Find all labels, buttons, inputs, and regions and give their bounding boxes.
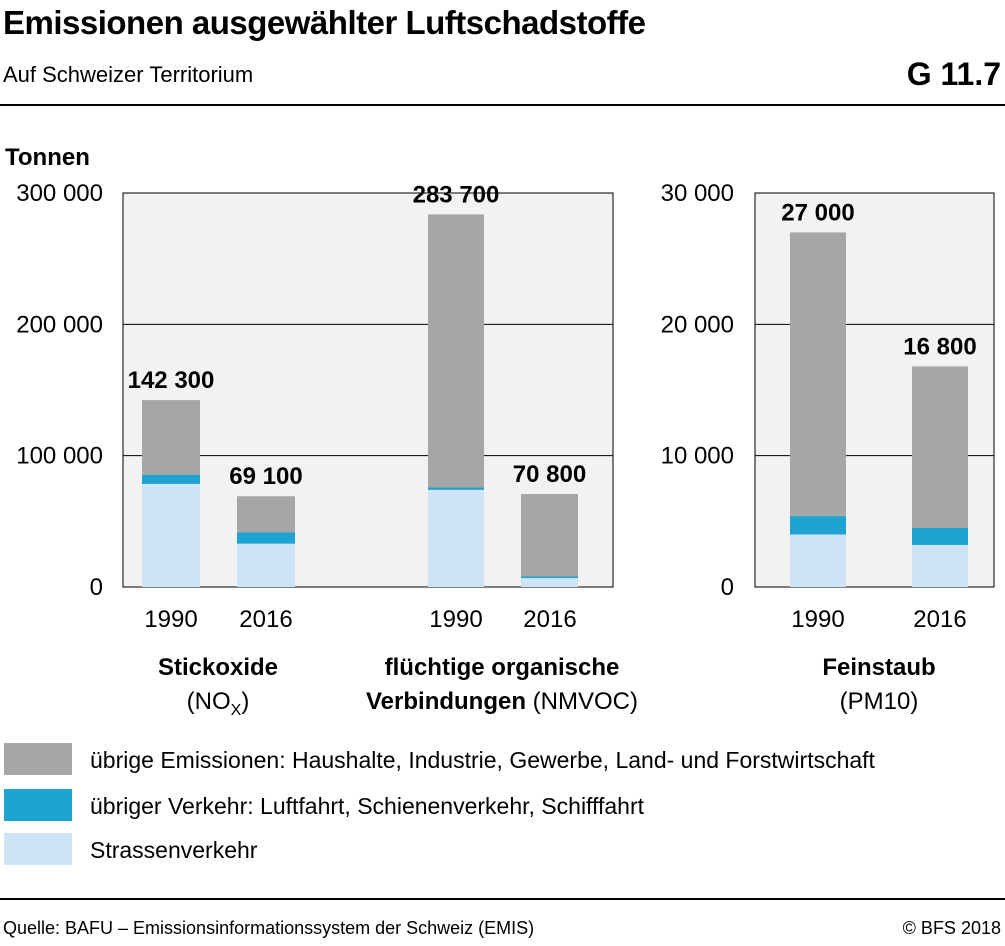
bar-segment xyxy=(912,527,968,545)
bottom-rule xyxy=(0,898,1005,900)
y-tick-label: 0 xyxy=(721,574,734,601)
bar-segment xyxy=(142,474,200,484)
bar-segment xyxy=(428,489,484,587)
bar-total-label: 283 700 xyxy=(413,181,500,208)
x-tick-label: 2016 xyxy=(913,606,966,633)
bar-segment xyxy=(521,576,578,579)
legend-label: übriger Verkehr: Luftfahrt, Schienenverk… xyxy=(90,793,645,819)
top-rule xyxy=(0,104,1005,106)
legend-swatch xyxy=(4,789,72,821)
group-sublabel: Verbindungen (NMVOC) xyxy=(366,688,638,715)
bar-segment xyxy=(790,516,846,535)
bar-segment xyxy=(521,578,578,587)
source-note: Quelle: BAFU – Emissionsinformationssyst… xyxy=(3,918,535,938)
chart-subtitle: Auf Schweizer Territorium xyxy=(3,62,254,87)
bar-segment xyxy=(142,483,200,587)
bar-segment xyxy=(912,366,968,528)
chart-code: G 11.7 xyxy=(906,56,1001,92)
y-tick-label: 200 000 xyxy=(16,311,103,338)
y-tick-label: 10 000 xyxy=(661,443,734,470)
group-label: Feinstaub xyxy=(822,654,935,681)
y-axis-label: Tonnen xyxy=(5,144,90,171)
bar-segment xyxy=(790,534,846,587)
group-label: flüchtige organische xyxy=(385,654,620,681)
x-tick-label: 1990 xyxy=(144,606,197,633)
bar-segment xyxy=(790,232,846,517)
group-sublabel: (PM10) xyxy=(840,688,919,715)
bar-segment xyxy=(428,214,484,488)
x-tick-label: 2016 xyxy=(523,606,576,633)
x-tick-label: 1990 xyxy=(429,606,482,633)
bar-segment xyxy=(142,400,200,475)
bar-total-label: 16 800 xyxy=(903,333,976,360)
y-tick-label: 100 000 xyxy=(16,443,103,470)
bar-total-label: 69 100 xyxy=(229,463,302,490)
bar-segment xyxy=(428,487,484,490)
group-label: Stickoxide xyxy=(158,654,278,681)
chart-title: Emissionen ausgewählter Luftschadstoffe xyxy=(3,4,646,41)
bar-segment xyxy=(237,543,295,587)
chart-canvas: Tonnen 0 100 000 200 000 300 000 142 300 1990 6… xyxy=(4,144,995,865)
bar-total-label: 70 800 xyxy=(513,461,586,488)
bar-total-label: 27 000 xyxy=(781,199,854,226)
bar-total-label: 142 300 xyxy=(128,367,215,394)
legend-swatch xyxy=(4,833,72,865)
y-tick-label: 20 000 xyxy=(661,311,734,338)
x-tick-label: 1990 xyxy=(791,606,844,633)
legend-label: Strassenverkehr xyxy=(90,837,258,863)
legend-label: übrige Emissionen: Haushalte, Industrie,… xyxy=(90,747,876,773)
y-tick-label: 30 000 xyxy=(661,180,734,207)
bar-segment xyxy=(912,544,968,587)
bar-segment xyxy=(237,532,295,544)
y-tick-label: 300 000 xyxy=(16,180,103,207)
bar-segment xyxy=(237,496,295,533)
copyright-note: © BFS 2018 xyxy=(902,918,1001,938)
x-tick-label: 2016 xyxy=(239,606,292,633)
legend-swatch xyxy=(4,743,72,775)
bar-segment xyxy=(521,494,578,577)
y-tick-label: 0 xyxy=(90,574,103,601)
group-sublabel: (NOX) xyxy=(187,688,250,719)
